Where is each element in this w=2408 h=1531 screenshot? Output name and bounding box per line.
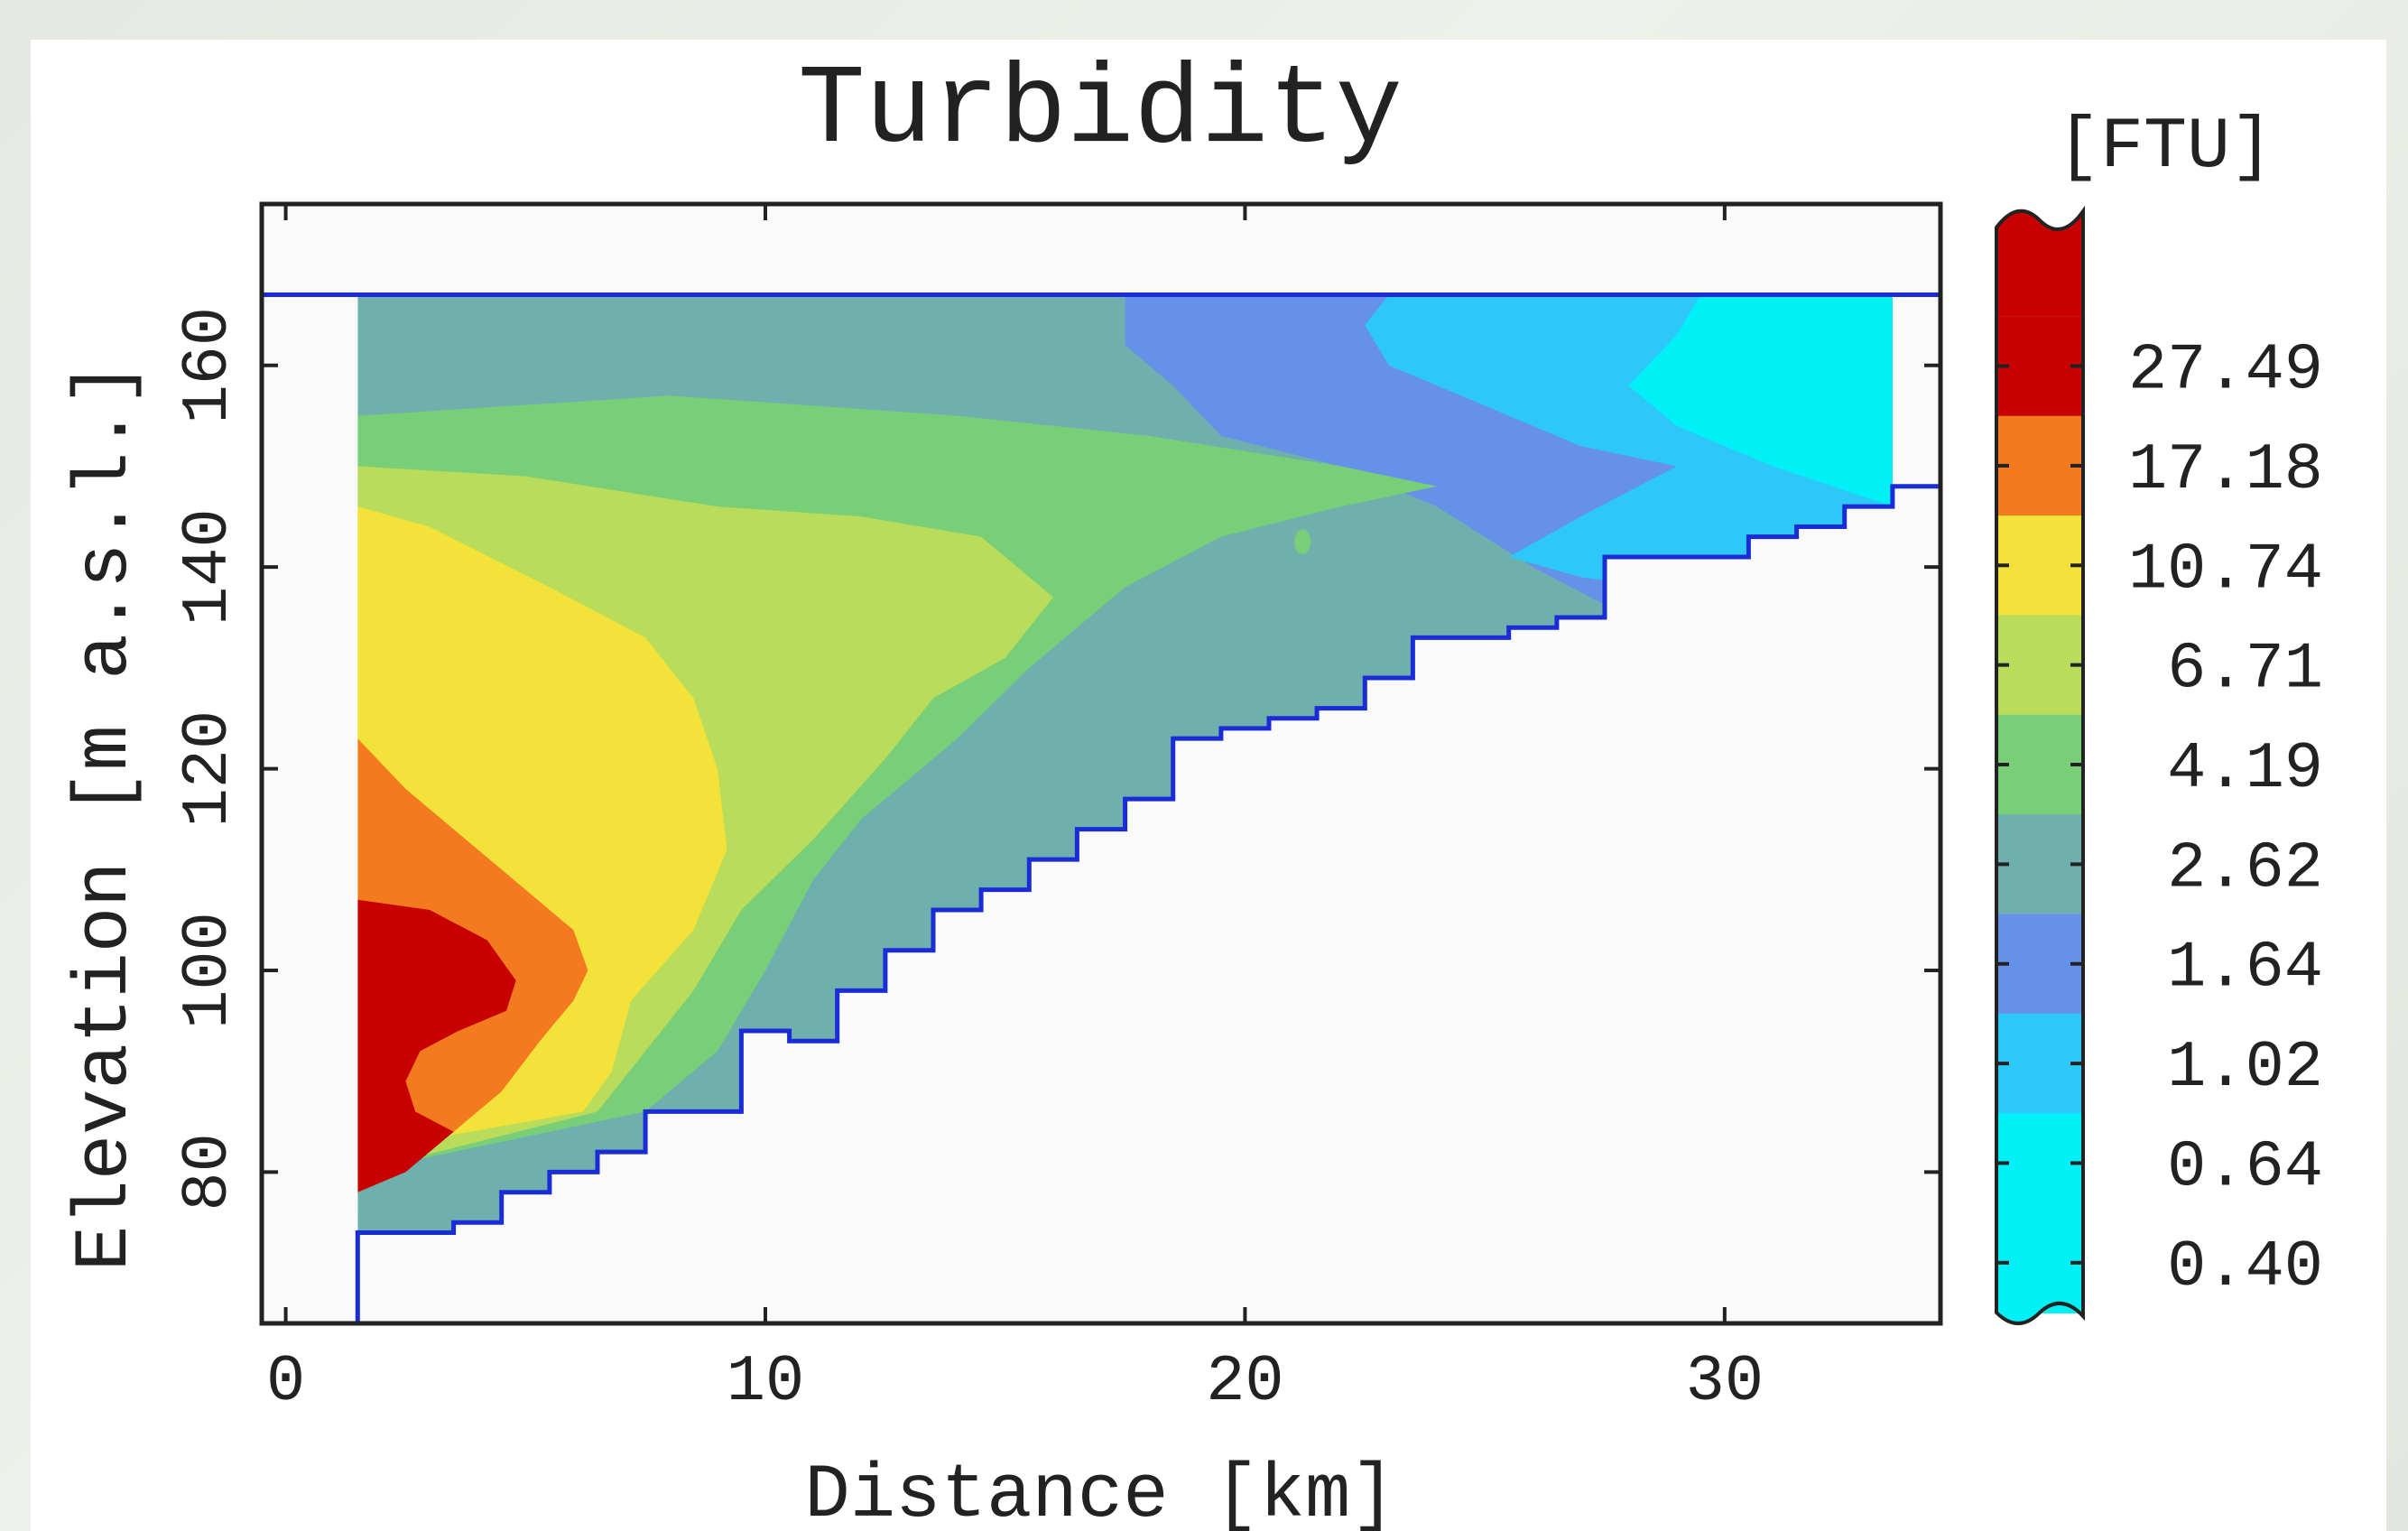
band-17-18 — [357, 899, 516, 1192]
x-axis-label: Distance [km] — [804, 1453, 1395, 1531]
y-tick-label: 120 — [171, 710, 245, 828]
colorbar-label: 1.64 — [2167, 932, 2323, 1006]
turbidity-chart: Turbidity Elevation [m a.s.l.] Distance … — [63, 49, 2323, 1531]
y-tick-label: 160 — [171, 307, 245, 424]
colorbar-label: 10.74 — [2128, 533, 2323, 607]
colorbar-segment — [1996, 1113, 2083, 1214]
colorbar: 27.49 17.18 10.74 6.71 4.19 2.62 1.64 1.02 0.64 0… — [1995, 205, 2323, 1325]
plot-area — [262, 204, 1940, 1323]
colorbar-segment — [1996, 1013, 2083, 1115]
y-tick-label: 80 — [171, 1133, 245, 1211]
colorbar-label: 0.40 — [2167, 1230, 2323, 1304]
colorbar-unit: [FTU] — [2057, 107, 2274, 189]
colorbar-segment — [1996, 316, 2083, 417]
x-tick-label: 20 — [1206, 1345, 1283, 1419]
colorbar-segment — [1996, 814, 2083, 915]
riverbed-profile-line — [355, 484, 1940, 1323]
x-tick-label: 10 — [727, 1345, 804, 1419]
colorbar-label: 6.71 — [2167, 633, 2323, 707]
colorbar-label: 2.62 — [2167, 831, 2323, 905]
y-tick-label: 140 — [171, 508, 245, 626]
colorbar-label: 0.64 — [2167, 1130, 2323, 1204]
colorbar-bottom-cap — [1996, 1212, 2083, 1323]
colorbar-segment — [1996, 515, 2083, 617]
axes: 0 10 20 30 80 100 120 140 160 — [171, 201, 1943, 1419]
plot-frame — [259, 201, 1943, 1326]
sky-mask — [262, 204, 1940, 295]
y-tick-label: 100 — [171, 912, 245, 1029]
band-0-40 — [1628, 294, 1893, 507]
contour-island — [1294, 529, 1311, 555]
colorbar-segment — [1996, 415, 2083, 517]
x-tick-label: 0 — [266, 1345, 305, 1419]
colorbar-top-cap — [1996, 210, 2083, 317]
colorbar-segment — [1996, 615, 2083, 716]
colorbar-segment — [1996, 714, 2083, 816]
figure-panel: Turbidity Elevation [m a.s.l.] Distance … — [31, 40, 2386, 1531]
colorbar-label: 17.18 — [2128, 433, 2323, 507]
y-axis-label: Elevation [m a.s.l.] — [63, 361, 149, 1271]
chart-title: Turbidity — [798, 49, 1403, 175]
colorbar-outline — [1995, 205, 2085, 1325]
colorbar-segment — [1996, 914, 2083, 1015]
x-tick-label: 30 — [1686, 1345, 1764, 1419]
colorbar-label: 1.02 — [2167, 1031, 2323, 1105]
left-bank-mask — [262, 204, 358, 1323]
colorbar-label: 4.19 — [2167, 732, 2323, 806]
colorbar-label: 27.49 — [2128, 334, 2323, 408]
